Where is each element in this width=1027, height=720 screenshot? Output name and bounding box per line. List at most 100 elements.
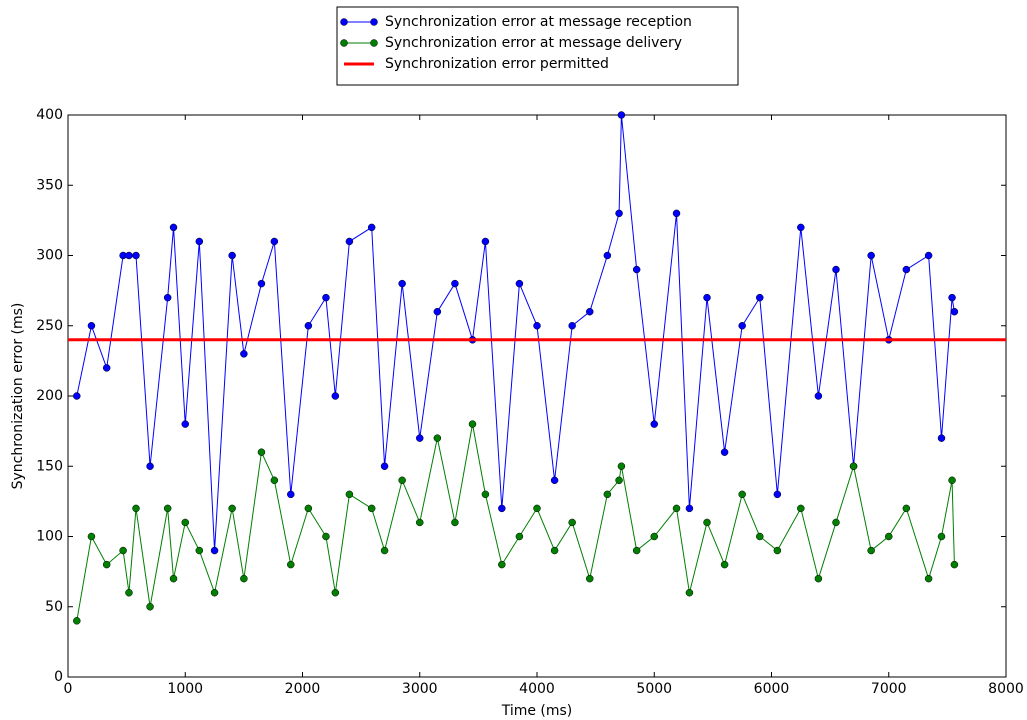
data-point [125,588,133,597]
data-point [87,532,96,541]
y-tick-label: 100 [36,529,63,545]
data-point [586,574,594,583]
data-point [950,307,959,316]
data-point [603,490,612,499]
data-point [331,588,340,597]
data-point [304,504,313,513]
data-point [515,279,524,288]
data-point [948,476,956,485]
data-point [132,504,140,513]
data-point [948,293,956,302]
data-point [380,462,389,470]
data-point [650,420,658,428]
data-point [867,251,875,260]
data-point [515,532,524,541]
data-point [195,546,204,555]
data-point [617,111,626,119]
legend-marker [340,18,348,26]
data-point [902,265,911,274]
data-point [703,518,711,527]
data-point [924,251,933,260]
y-tick-label: 250 [36,318,63,334]
data-point [119,546,127,555]
data-point [73,392,81,400]
y-axis-label: Synchronization error (ms) [10,303,26,490]
data-point [867,546,875,555]
data-point [210,588,219,597]
data-point [146,462,154,470]
x-axis-label: Time (ms) [501,703,573,719]
data-point [87,322,96,330]
data-point [132,251,140,260]
plot-frame [67,114,1007,678]
legend-box [336,6,739,86]
legend-label: Synchronization error at message recepti… [385,14,692,30]
x-tick-label: 1000 [167,681,203,697]
data-point [169,223,178,232]
data-point [924,574,933,583]
data-point [650,532,658,541]
data-point [832,265,840,274]
data-point [498,504,506,513]
data-point [685,504,694,513]
x-tick-label: 2000 [285,681,321,697]
data-point [287,490,295,499]
y-tick-label: 400 [36,107,63,123]
data-point [102,364,111,372]
series-line [76,424,955,621]
data-point [287,560,295,569]
data-point [367,504,376,513]
data-point [568,518,576,527]
data-point [228,504,236,513]
data-point [367,223,376,232]
data-point [398,476,406,485]
data-point [433,307,442,316]
data-point [885,532,893,541]
data-point [617,462,626,470]
data-point [756,293,764,302]
x-tick-label: 6000 [754,681,790,697]
data-point [773,546,782,555]
data-point [550,476,559,485]
data-point [603,251,612,260]
data-point [703,293,711,302]
x-tick-label: 8000 [988,681,1024,697]
data-point [720,448,729,456]
data-point [146,603,154,611]
legend-marker [370,39,378,47]
data-point [615,476,623,485]
data-point [163,293,172,302]
y-tick-label: 200 [36,388,63,404]
data-point [568,322,576,330]
y-tick-label: 350 [36,177,63,193]
data-point [451,518,459,527]
data-point [181,420,189,428]
data-point [210,546,219,555]
data-point [240,574,248,583]
data-point [270,476,279,485]
data-point [632,546,641,555]
data-point [550,546,559,555]
data-point [181,518,189,527]
y-tick-label: 0 [54,669,63,685]
data-point [672,504,681,513]
legend-marker [370,18,378,26]
y-tick-label: 300 [36,248,63,264]
data-point [937,532,946,541]
x-tick-label: 7000 [871,681,907,697]
data-point [849,462,858,470]
y-tick-label: 150 [36,458,63,474]
data-point [738,322,746,330]
data-point [533,504,541,513]
data-point [73,617,81,625]
data-point [331,392,340,400]
data-point [345,237,354,246]
data-point [102,560,111,569]
series-line [76,114,955,551]
data-point [832,518,840,527]
data-point [498,560,506,569]
data-point [533,322,541,330]
x-tick-label: 0 [64,681,73,697]
data-point [304,322,313,330]
y-tick-label: 50 [45,599,63,615]
